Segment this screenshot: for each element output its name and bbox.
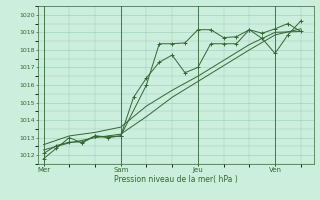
X-axis label: Pression niveau de la mer( hPa ): Pression niveau de la mer( hPa )	[114, 175, 238, 184]
